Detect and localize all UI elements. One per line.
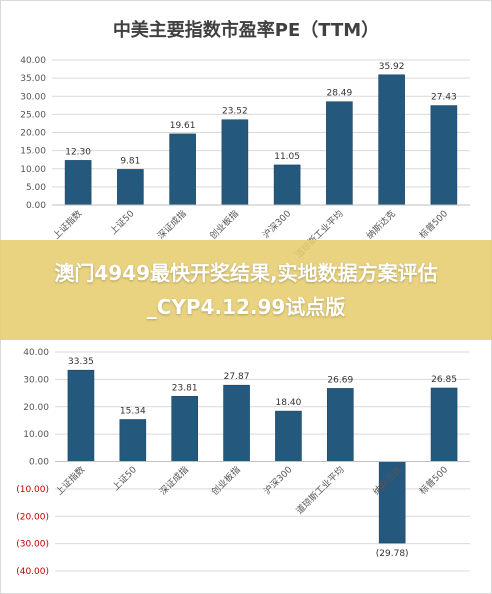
category-label-0-2: 深证成指	[155, 208, 189, 242]
ytick-label-0-3: 15.00	[20, 147, 46, 157]
ytick-label-0-2: 10.00	[20, 165, 46, 175]
headline-text: 澳门4949最快开奖结果,实地数据方案评估_CYP4.12.99试点版	[54, 261, 438, 319]
bar-0-5	[326, 101, 353, 206]
category-label-0-7: 标普500	[417, 207, 451, 241]
value-label-1-4: 18.40	[276, 398, 302, 408]
bar-1-1	[119, 419, 147, 462]
ytick-label-0-0: 0.00	[26, 201, 46, 211]
value-label-0-6: 35.92	[379, 62, 405, 72]
category-label-0-4: 沪深300	[260, 207, 294, 241]
value-label-0-1: 9.81	[120, 156, 140, 166]
bar-1-2	[171, 396, 198, 462]
bar-1-3	[223, 384, 250, 462]
category-label-1-2: 深证成指	[157, 464, 191, 498]
ytick-label-1-1: 30.00	[23, 375, 49, 385]
value-label-1-3: 27.87	[224, 372, 250, 382]
category-label-0-6: 纳斯达克	[364, 208, 398, 242]
bar-0-4	[273, 164, 301, 206]
bar-0-2	[169, 133, 196, 206]
chart-title: 中美主要指数市盈率PE（TTM）	[112, 20, 380, 41]
value-label-0-4: 11.05	[274, 152, 300, 162]
bar-1-7	[430, 387, 458, 462]
value-label-0-7: 27.43	[431, 93, 457, 103]
value-label-0-0: 12.30	[65, 147, 91, 157]
bar-0-6	[378, 74, 405, 206]
value-label-0-5: 28.49	[326, 89, 352, 99]
ytick-label-0-8: 40.00	[20, 56, 46, 66]
value-label-0-2: 19.61	[170, 121, 196, 131]
category-label-0-1: 上证50	[108, 208, 137, 237]
value-label-1-1: 15.34	[120, 407, 146, 417]
ytick-label-0-1: 5.00	[26, 183, 46, 193]
category-label-1-4: 沪深300	[261, 463, 295, 497]
bar-1-0	[67, 369, 95, 462]
ytick-label-0-5: 25.00	[20, 110, 46, 120]
ytick-label-0-6: 30.00	[20, 92, 46, 102]
value-label-1-7: 26.85	[431, 375, 457, 385]
category-label-1-5: 道琼斯工业平均	[293, 464, 346, 517]
value-label-1-2: 23.81	[172, 383, 198, 393]
value-label-1-0: 33.35	[68, 357, 94, 367]
ytick-label-1-0: 40.00	[23, 348, 49, 358]
category-label-0-0: 上证指数	[50, 208, 84, 242]
bar-0-7	[430, 105, 458, 206]
ytick-label-1-8: (40.00)	[16, 567, 49, 577]
bar-0-1	[117, 169, 144, 206]
ytick-label-1-5: (10.00)	[16, 485, 49, 495]
category-label-0-3: 创业板指	[207, 208, 241, 242]
category-label-1-7: 标普500	[417, 463, 451, 497]
ytick-label-0-4: 20.00	[20, 129, 46, 139]
value-label-1-6: (29.78)	[376, 549, 409, 559]
ytick-label-1-3: 10.00	[23, 430, 49, 440]
bar-0-0	[64, 160, 92, 206]
ytick-label-1-6: (20.00)	[16, 512, 49, 522]
ytick-label-0-7: 35.00	[20, 74, 46, 84]
bar-1-5	[327, 388, 354, 462]
bar-0-3	[221, 119, 249, 206]
ytick-label-1-2: 20.00	[23, 403, 49, 413]
category-label-1-0: 上证指数	[53, 464, 87, 498]
ytick-label-1-7: (30.00)	[16, 540, 49, 550]
bar-1-4	[275, 410, 302, 462]
ytick-label-1-4: 0.00	[29, 458, 49, 468]
value-label-0-3: 23.52	[222, 107, 248, 117]
value-label-1-5: 26.69	[327, 375, 353, 385]
headline-banner	[0, 240, 492, 340]
category-label-1-3: 创业板指	[209, 464, 243, 498]
